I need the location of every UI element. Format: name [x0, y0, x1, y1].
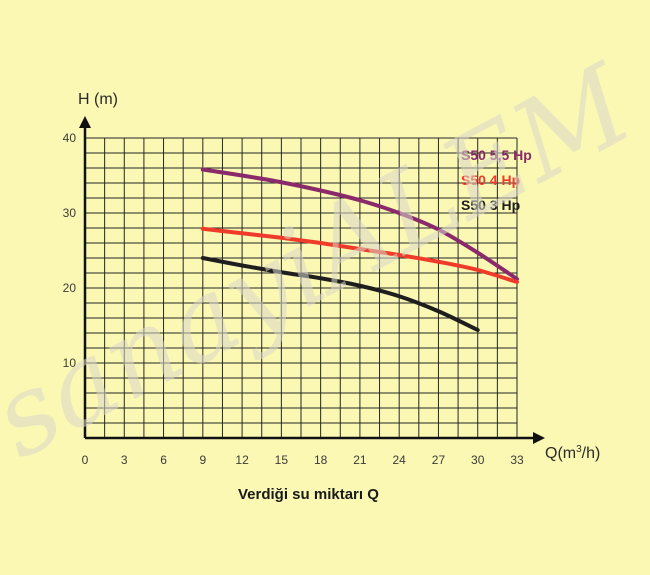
y-tick-label: 10 — [63, 356, 77, 370]
x-tick-label: 33 — [510, 453, 524, 467]
y-tick-label: 40 — [63, 131, 77, 145]
chart-tick-labels: 0 3 6 9 12 15 18 21 24 27 30 33 10 20 30 40 — [63, 131, 524, 467]
y-tick-label: 30 — [63, 206, 77, 220]
legend-entry-s50-3-hp: S50 3 Hp — [461, 197, 520, 213]
y-tick-label: 20 — [63, 281, 77, 295]
chart-legend: S50 5,5 Hp S50 4 Hp S50 3 Hp — [461, 147, 532, 213]
x-axis-caption: Verdiği su miktarı Q — [238, 486, 379, 503]
x-tick-label: 27 — [432, 453, 446, 467]
y-axis-arrow — [79, 116, 91, 128]
series-line-s50-5-5-hp — [200, 167, 519, 281]
x-tick-label: 30 — [471, 453, 485, 467]
x-tick-label: 12 — [235, 453, 249, 467]
series-line-s50-4-hp — [200, 226, 519, 284]
x-tick-label: 24 — [393, 453, 407, 467]
x-tick-label: 15 — [275, 453, 289, 467]
x-axis-arrow — [533, 432, 545, 444]
series-line-s50-3-hp — [200, 256, 480, 332]
x-axis-title: Q(m3/h) — [545, 444, 600, 462]
chart-series — [200, 167, 519, 332]
y-axis-title: H (m) — [78, 91, 118, 108]
x-tick-label: 6 — [160, 453, 167, 467]
x-tick-label: 9 — [199, 453, 206, 467]
x-tick-label: 21 — [353, 453, 367, 467]
chart-axes — [79, 116, 545, 444]
x-tick-label: 0 — [82, 453, 89, 467]
chart-grid — [84, 137, 518, 439]
legend-entry-s50-4-hp: S50 4 Hp — [461, 172, 520, 188]
x-tick-label: 3 — [121, 453, 128, 467]
x-tick-label: 18 — [314, 453, 328, 467]
legend-entry-s50-5-5-hp: S50 5,5 Hp — [461, 147, 532, 163]
